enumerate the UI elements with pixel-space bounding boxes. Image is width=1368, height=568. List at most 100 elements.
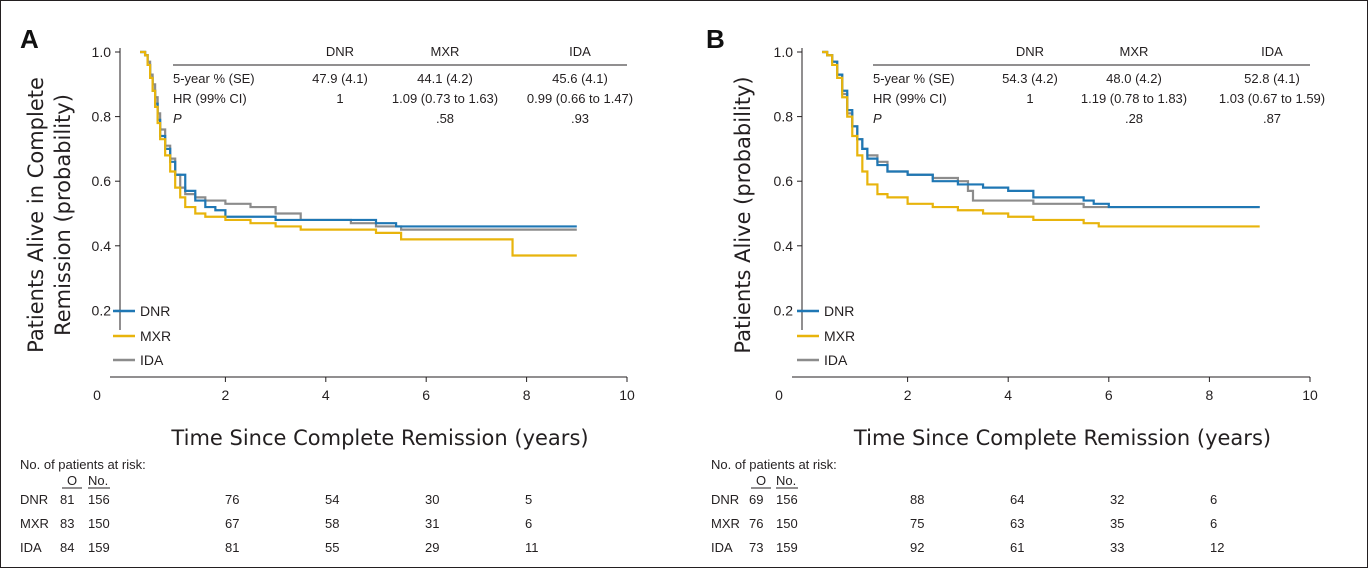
x-tick-label: 10	[1302, 387, 1318, 403]
risk-cell-o: 73	[749, 540, 763, 555]
y-tick-label: 0.4	[774, 238, 794, 254]
series-line-dnr	[822, 50, 1260, 209]
stats-column-header: DNR	[1016, 44, 1044, 59]
risk-header-no: No.	[776, 473, 796, 488]
risk-table-title: No. of patients at risk:	[711, 457, 837, 472]
x-tick-label: 8	[1206, 387, 1214, 403]
series-line-mxr	[822, 50, 1260, 228]
stats-row-label: HR (99% CI)	[873, 91, 947, 106]
risk-cell-o: 76	[749, 516, 763, 531]
risk-cell: 61	[1010, 540, 1024, 555]
y-tick-label: 0.6	[774, 173, 794, 189]
risk-cell: 12	[1210, 540, 1224, 555]
risk-cell: 92	[910, 540, 924, 555]
legend-label-dnr: DNR	[824, 303, 854, 319]
x-tick-label: 2	[904, 387, 912, 403]
x-tick-label: 6	[422, 387, 430, 403]
risk-row-label: MXR	[20, 516, 49, 531]
risk-cell-o: 81	[60, 492, 74, 507]
risk-cell-no: 159	[776, 540, 798, 555]
risk-cell: 33	[1110, 540, 1124, 555]
risk-cell-no: 156	[88, 492, 110, 507]
stats-cell: 0.99 (0.66 to 1.47)	[527, 91, 633, 106]
legend-label-dnr: DNR	[140, 303, 170, 319]
risk-header-no: No.	[88, 473, 108, 488]
x-tick-label: 2	[222, 387, 230, 403]
risk-cell-no: 156	[776, 492, 798, 507]
panel-a: A Patients Alive in Complete Remission (pr…	[20, 24, 635, 555]
stats-column-header: MXR	[431, 44, 460, 59]
legend-label-ida: IDA	[824, 352, 848, 368]
risk-cell: 88	[910, 492, 924, 507]
x-tick-label: 0	[93, 387, 101, 403]
risk-header-o: O	[67, 473, 77, 488]
risk-cell-no: 150	[776, 516, 798, 531]
y-tick-label: 0.8	[774, 109, 794, 125]
risk-cell: 6	[525, 516, 532, 531]
risk-header-o: O	[756, 473, 766, 488]
stats-cell: 1.09 (0.73 to 1.63)	[392, 91, 498, 106]
y-tick-label: 0.6	[92, 173, 112, 189]
risk-cell: 6	[1210, 492, 1217, 507]
risk-cell: 58	[325, 516, 339, 531]
risk-cell-o: 83	[60, 516, 74, 531]
stats-column-header: IDA	[1261, 44, 1283, 59]
y-axis-label: Patients Alive (probability)	[731, 76, 755, 353]
stats-cell: 54.3 (4.2)	[1002, 71, 1058, 86]
risk-cell: 55	[325, 540, 339, 555]
panel-letter: B	[706, 24, 725, 54]
stats-cell: .93	[571, 111, 589, 126]
risk-row-label: IDA	[20, 540, 42, 555]
risk-row-label: IDA	[711, 540, 733, 555]
x-tick-label: 0	[775, 387, 783, 403]
risk-cell: 63	[1010, 516, 1024, 531]
stats-cell: .58	[436, 111, 454, 126]
stats-cell: 48.0 (4.2)	[1106, 71, 1162, 86]
stats-cell: 45.6 (4.1)	[552, 71, 608, 86]
stats-cell: 44.1 (4.2)	[417, 71, 473, 86]
risk-cell: 5	[525, 492, 532, 507]
y-tick-label: 1.0	[774, 44, 794, 60]
risk-cell: 35	[1110, 516, 1124, 531]
risk-table-title: No. of patients at risk:	[20, 457, 146, 472]
risk-row-label: MXR	[711, 516, 740, 531]
risk-cell: 31	[425, 516, 439, 531]
legend-label-ida: IDA	[140, 352, 164, 368]
x-tick-label: 10	[619, 387, 635, 403]
y-tick-label: 0.8	[92, 109, 112, 125]
risk-cell: 11	[525, 540, 539, 555]
stats-cell: 1	[1026, 91, 1033, 106]
risk-cell-no: 159	[88, 540, 110, 555]
risk-cell: 54	[325, 492, 339, 507]
y-axis-label-line2: Remission (probability)	[51, 94, 75, 336]
stats-cell: 1.03 (0.67 to 1.59)	[1219, 91, 1325, 106]
x-tick-label: 8	[523, 387, 531, 403]
stats-cell: 52.8 (4.1)	[1244, 71, 1300, 86]
stats-cell: 1.19 (0.78 to 1.83)	[1081, 91, 1187, 106]
stats-column-header: MXR	[1120, 44, 1149, 59]
risk-cell: 32	[1110, 492, 1124, 507]
y-axis-label-line1: Patients Alive in Complete	[24, 77, 48, 353]
risk-cell: 6	[1210, 516, 1217, 531]
risk-cell-o: 84	[60, 540, 74, 555]
x-tick-label: 4	[1004, 387, 1012, 403]
stats-cell: .28	[1125, 111, 1143, 126]
x-axis-label: Time Since Complete Remission (years)	[170, 426, 588, 450]
legend-label-mxr: MXR	[824, 328, 855, 344]
risk-cell: 29	[425, 540, 439, 555]
y-tick-label: 0.2	[774, 302, 794, 318]
stats-row-label: 5-year % (SE)	[173, 71, 255, 86]
stats-row-label: P	[873, 111, 882, 126]
risk-row-label: DNR	[20, 492, 48, 507]
risk-cell-o: 69	[749, 492, 763, 507]
x-tick-label: 4	[322, 387, 330, 403]
stats-cell: 47.9 (4.1)	[312, 71, 368, 86]
panel-letter: A	[20, 24, 39, 54]
stats-column-header: DNR	[326, 44, 354, 59]
stats-row-label: 5-year % (SE)	[873, 71, 955, 86]
stats-row-label: P	[173, 111, 182, 126]
risk-cell: 64	[1010, 492, 1024, 507]
risk-cell: 67	[225, 516, 239, 531]
